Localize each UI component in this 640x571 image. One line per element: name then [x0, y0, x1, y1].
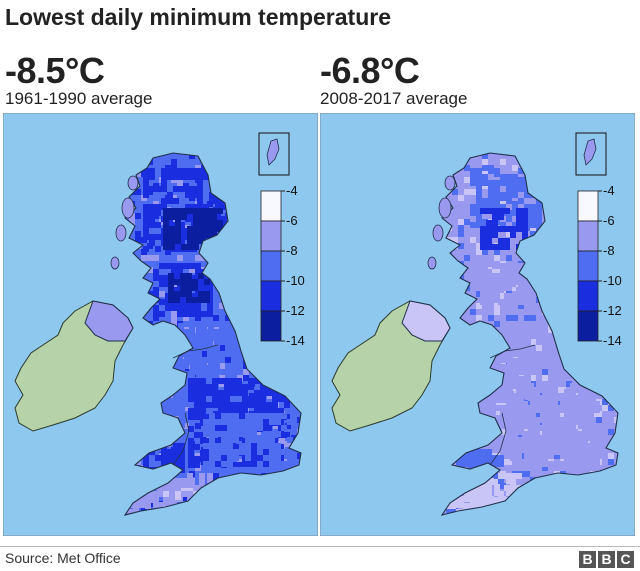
- panel-2-value: -6.8°C: [320, 50, 420, 91]
- uk-temperature-map: -4 -6 -8 -10 -12 -14: [3, 113, 318, 536]
- gb-coastline: [440, 152, 619, 516]
- scale-tick-label: -12: [286, 303, 305, 318]
- scotland-england-border: [489, 344, 536, 359]
- scotland-england-border: [172, 344, 219, 359]
- scale-tick-label: -10: [603, 273, 622, 288]
- island: [438, 197, 452, 219]
- logo-letter: C: [617, 551, 634, 568]
- scale-tick-label: -12: [603, 303, 622, 318]
- shetland-inset: [575, 132, 607, 176]
- shetland-inset: [258, 132, 290, 176]
- panel-2-period: 2008-2017 average: [320, 89, 468, 108]
- temperature-scale-legend: -4 -6 -8 -10 -12 -14: [260, 183, 305, 348]
- island: [127, 175, 139, 191]
- scale-tick-label: -6: [603, 213, 615, 228]
- logo-letter: B: [579, 551, 596, 568]
- footer-divider: [0, 546, 640, 547]
- island: [432, 224, 444, 242]
- scale-tick-label: -10: [286, 273, 305, 288]
- scale-tick-label: -6: [286, 213, 298, 228]
- island: [121, 197, 135, 219]
- scale-tick-label: -8: [286, 243, 298, 258]
- island: [115, 224, 127, 242]
- northern-ireland: [401, 300, 451, 342]
- panel-1-value: -8.5°C: [5, 50, 105, 91]
- scale-tick-label: -4: [286, 183, 298, 198]
- island: [427, 256, 437, 270]
- scale-tick-label: -8: [603, 243, 615, 258]
- island: [444, 175, 456, 191]
- uk-temperature-map: -4 -6 -8 -10 -12 -14: [320, 113, 635, 536]
- northern-ireland: [84, 300, 134, 342]
- panel-1-period: 1961-1990 average: [5, 89, 153, 108]
- logo-letter: B: [598, 551, 615, 568]
- scale-tick-label: -14: [286, 333, 305, 348]
- map-panel-1961-1990: -4 -6 -8 -10 -12 -14: [3, 113, 318, 536]
- wales-england-border: [489, 412, 507, 466]
- source-credit: Source: Met Office: [5, 550, 121, 566]
- map-panel-2008-2017: -4 -6 -8 -10 -12 -14: [320, 113, 635, 536]
- island: [110, 256, 120, 270]
- bbc-logo: B B C: [579, 551, 634, 568]
- scale-tick-label: -4: [603, 183, 615, 198]
- page-title: Lowest daily minimum temperature: [5, 4, 391, 30]
- gb-coastline: [123, 152, 302, 516]
- wales-england-border: [172, 412, 190, 466]
- scale-tick-label: -14: [603, 333, 622, 348]
- temperature-scale-legend: -4 -6 -8 -10 -12 -14: [577, 183, 622, 348]
